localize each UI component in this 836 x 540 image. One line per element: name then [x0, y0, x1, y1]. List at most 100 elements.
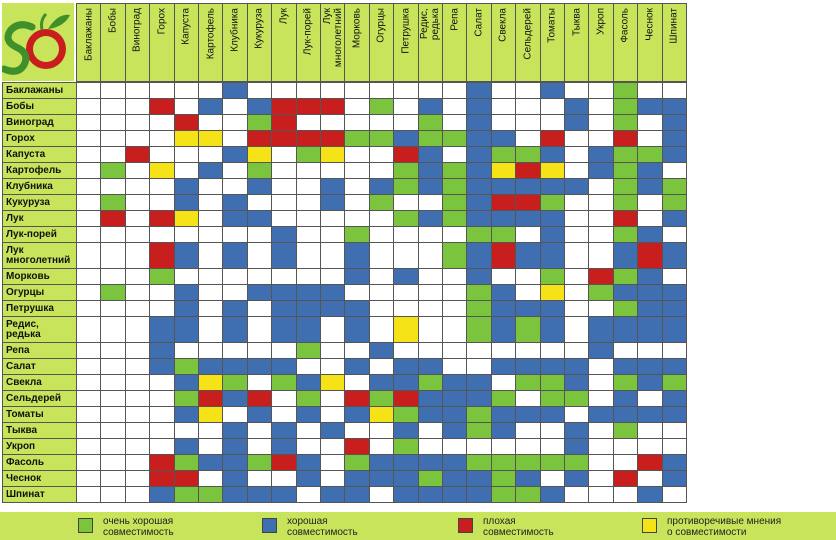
compat-cell: [661, 268, 687, 285]
compat-cell: [76, 454, 102, 471]
compat-cell: [76, 284, 102, 301]
compat-cell: [466, 374, 492, 391]
compat-cell: [661, 242, 687, 269]
compat-cell: [198, 114, 224, 131]
compat-cell: [76, 242, 102, 269]
compat-cell: [539, 406, 565, 423]
compat-cell: [539, 178, 565, 195]
compat-cell: [539, 486, 565, 503]
compat-cell: [442, 146, 468, 163]
compat-cell: [612, 390, 639, 407]
compat-cell: [100, 226, 126, 243]
compat-cell: [466, 454, 492, 471]
compat-cell: [149, 438, 175, 455]
legend-swatch: [78, 518, 93, 533]
compat-cell: [76, 82, 102, 99]
compat-cell: [490, 146, 517, 163]
compat-cell: [295, 162, 321, 179]
compat-cell: [271, 422, 297, 439]
compat-cell: [295, 114, 321, 131]
compat-cell: [588, 284, 614, 301]
compat-cell: [222, 114, 248, 131]
legend: [0, 512, 836, 540]
compat-cell: [100, 162, 126, 179]
compat-cell: [637, 284, 663, 301]
compat-cell: [124, 210, 151, 227]
compat-cell: [466, 194, 492, 211]
compat-cell: [564, 178, 590, 195]
compat-cell: [515, 114, 541, 131]
legend-label: противоречивые мнения о совместимости: [667, 516, 782, 538]
compat-cell: [661, 470, 687, 487]
compat-cell: [149, 342, 175, 359]
compat-cell: [393, 316, 419, 343]
legend-item: очень хорошая совместимость: [78, 516, 174, 538]
compat-cell: [466, 98, 492, 115]
compat-cell: [198, 316, 224, 343]
compat-cell: [417, 406, 443, 423]
compat-cell: [173, 242, 199, 269]
compat-cell: [271, 284, 297, 301]
compat-cell: [588, 146, 614, 163]
compat-cell: [198, 194, 224, 211]
compat-cell: [466, 300, 492, 317]
compat-cell: [320, 146, 346, 163]
compat-cell: [76, 194, 102, 211]
row-label-text: Баклажаны: [6, 84, 64, 96]
compat-cell: [564, 242, 590, 269]
compat-cell: [222, 226, 248, 243]
compat-cell: [490, 438, 517, 455]
compat-cell: [393, 470, 419, 487]
row-label: Тыква: [2, 422, 77, 439]
compat-cell: [271, 130, 297, 147]
compat-cell: [271, 406, 297, 423]
compat-cell: [515, 194, 541, 211]
compat-cell: [320, 406, 346, 423]
compat-cell: [466, 82, 492, 99]
compat-cell: [417, 342, 443, 359]
compat-cell: [100, 486, 126, 503]
compat-cell: [515, 342, 541, 359]
compat-cell: [515, 422, 541, 439]
compat-cell: [417, 194, 443, 211]
compat-cell: [661, 438, 687, 455]
compat-cell: [368, 194, 395, 211]
compat-cell: [222, 454, 248, 471]
compat-cell: [588, 470, 614, 487]
row-label: Сельдерей: [2, 390, 77, 407]
compat-cell: [417, 390, 443, 407]
compat-cell: [539, 268, 565, 285]
compat-cell: [661, 114, 687, 131]
compat-cell: [76, 316, 102, 343]
compat-cell: [515, 406, 541, 423]
compat-cell: [393, 162, 419, 179]
compat-cell: [246, 406, 273, 423]
compat-cell: [320, 226, 346, 243]
compat-cell: [271, 226, 297, 243]
compat-cell: [344, 422, 370, 439]
compat-cell: [149, 284, 175, 301]
row-label: Томаты: [2, 406, 77, 423]
compat-cell: [320, 342, 346, 359]
row-label-text: Свекла: [6, 376, 42, 388]
column-header-label: Лук многолетний: [321, 8, 344, 68]
compat-cell: [295, 422, 321, 439]
compat-cell: [368, 406, 395, 423]
compat-cell: [515, 470, 541, 487]
compat-cell: [246, 268, 273, 285]
compat-cell: [344, 146, 370, 163]
compat-cell: [661, 374, 687, 391]
compat-cell: [173, 438, 199, 455]
compat-cell: [173, 342, 199, 359]
compat-cell: [393, 130, 419, 147]
column-header-label: Репа: [449, 8, 461, 31]
compat-cell: [149, 226, 175, 243]
compat-cell: [588, 374, 614, 391]
compat-cell: [173, 98, 199, 115]
compat-cell: [198, 342, 224, 359]
compat-cell: [271, 146, 297, 163]
compat-cell: [588, 300, 614, 317]
compat-cell: [417, 316, 443, 343]
compat-cell: [637, 210, 663, 227]
compat-cell: [320, 268, 346, 285]
